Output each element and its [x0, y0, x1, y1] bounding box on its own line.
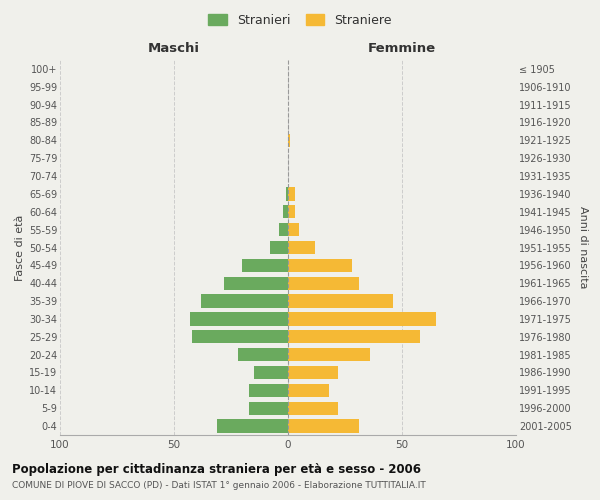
Bar [288, 258, 352, 272]
Bar [238, 348, 288, 362]
Bar [270, 241, 288, 254]
Text: Maschi: Maschi [148, 42, 200, 54]
Text: COMUNE DI PIOVE DI SACCO (PD) - Dati ISTAT 1° gennaio 2006 - Elaborazione TUTTIT: COMUNE DI PIOVE DI SACCO (PD) - Dati IST… [12, 481, 426, 490]
Text: Popolazione per cittadinanza straniera per età e sesso - 2006: Popolazione per cittadinanza straniera p… [12, 462, 421, 475]
Bar [279, 223, 288, 236]
Bar [288, 384, 329, 397]
Bar [288, 205, 295, 218]
Y-axis label: Anni di nascita: Anni di nascita [578, 206, 589, 289]
Bar [288, 348, 370, 362]
Bar [283, 205, 288, 218]
Bar [242, 258, 288, 272]
Y-axis label: Fasce di età: Fasce di età [14, 214, 25, 280]
Bar [249, 384, 288, 397]
Bar [288, 330, 420, 344]
Bar [288, 276, 359, 290]
Legend: Stranieri, Straniere: Stranieri, Straniere [203, 8, 397, 32]
Bar [202, 294, 288, 308]
Bar [288, 294, 393, 308]
Bar [288, 241, 316, 254]
Bar [217, 420, 288, 433]
Bar [288, 187, 295, 200]
Text: Femmine: Femmine [368, 42, 436, 54]
Bar [288, 366, 338, 379]
Bar [288, 223, 299, 236]
Bar [190, 312, 288, 326]
Bar [288, 420, 359, 433]
Bar [286, 187, 288, 200]
Bar [288, 312, 436, 326]
Bar [254, 366, 288, 379]
Bar [288, 134, 290, 147]
Bar [192, 330, 288, 344]
Bar [224, 276, 288, 290]
Bar [249, 402, 288, 415]
Bar [288, 402, 338, 415]
